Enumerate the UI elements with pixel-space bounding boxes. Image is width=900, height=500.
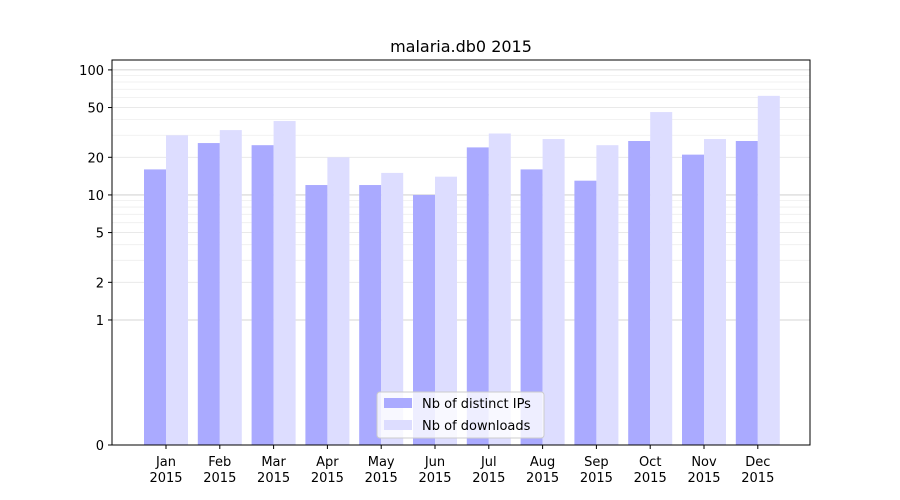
y-tick-label: 50 — [87, 102, 104, 117]
x-tick-month: Sep — [584, 455, 609, 470]
y-tick-label: 10 — [87, 189, 104, 204]
bar-ips — [305, 185, 328, 445]
x-tick-month: Feb — [208, 455, 231, 470]
bar-downloads — [166, 135, 188, 445]
bar-ips — [413, 194, 435, 445]
bar-downloads — [542, 139, 565, 445]
bar-ips — [251, 145, 274, 445]
bar-downloads — [381, 172, 404, 445]
y-tick-label: 100 — [79, 64, 104, 79]
x-tick-month: Oct — [639, 455, 661, 470]
legend-label-ips: Nb of distinct IPs — [422, 397, 531, 412]
bar-ips — [628, 140, 651, 445]
bar-downloads — [488, 133, 511, 445]
legend-swatch-downloads — [384, 420, 412, 430]
bar-ips — [735, 140, 758, 445]
bar-downloads — [327, 157, 350, 445]
bar-downloads — [757, 95, 780, 446]
bar-downloads — [273, 121, 296, 446]
y-tick-label: 0 — [96, 439, 104, 454]
x-tick-year: 2015 — [365, 471, 398, 486]
chart-title: malaria.db0 2015 — [390, 37, 532, 56]
x-tick-month: Apr — [316, 455, 339, 470]
x-tick-year: 2015 — [634, 471, 667, 486]
y-tick-label: 1 — [96, 314, 104, 329]
x-tick-month: Aug — [530, 455, 555, 470]
legend: Nb of distinct IPs Nb of downloads — [376, 391, 545, 439]
bar-downloads — [435, 176, 457, 445]
x-tick-year: 2015 — [257, 471, 290, 486]
x-tick-month: Nov — [691, 455, 717, 470]
axes — [111, 59, 811, 446]
x-tick-month: Jan — [155, 455, 176, 470]
x-tick-year: 2015 — [580, 471, 613, 486]
x-tick-month: Jul — [480, 455, 497, 470]
x-axis-ticks: Jan2015Feb2015Mar2015Apr2015May2015Jun20… — [149, 445, 774, 486]
bar-ips — [197, 143, 220, 445]
y-tick-label: 5 — [96, 227, 104, 242]
bar-ips — [682, 154, 704, 446]
x-tick-month: May — [368, 455, 395, 470]
bar-ips — [574, 180, 597, 445]
bar-ips — [144, 169, 166, 445]
bar-downloads — [219, 130, 242, 445]
bar-ips — [466, 147, 489, 446]
legend-label-downloads: Nb of downloads — [422, 419, 531, 434]
x-tick-month: Dec — [745, 455, 770, 470]
bar-downloads — [704, 139, 726, 445]
bar-ips — [520, 169, 543, 445]
y-axis-ticks: 0 1 2 5 10 20 50 100 — [79, 64, 112, 454]
plot-frame — [111, 59, 811, 446]
x-tick-year: 2015 — [203, 471, 236, 486]
x-tick-year: 2015 — [311, 471, 344, 486]
bar-downloads — [650, 112, 673, 445]
x-tick-year: 2015 — [526, 471, 559, 486]
x-tick-year: 2015 — [741, 471, 774, 486]
bar-ips — [359, 185, 382, 445]
x-tick-year: 2015 — [149, 471, 182, 486]
y-tick-label: 2 — [96, 276, 104, 291]
bar-downloads — [596, 145, 619, 445]
x-tick-year: 2015 — [687, 471, 720, 486]
x-tick-month: Mar — [261, 455, 286, 470]
x-tick-year: 2015 — [418, 471, 451, 486]
y-tick-label: 20 — [87, 151, 104, 166]
legend-box — [376, 391, 545, 439]
legend-swatch-ips — [384, 398, 412, 408]
bars — [144, 95, 780, 446]
x-tick-year: 2015 — [472, 471, 505, 486]
x-tick-month: Jun — [424, 455, 445, 470]
